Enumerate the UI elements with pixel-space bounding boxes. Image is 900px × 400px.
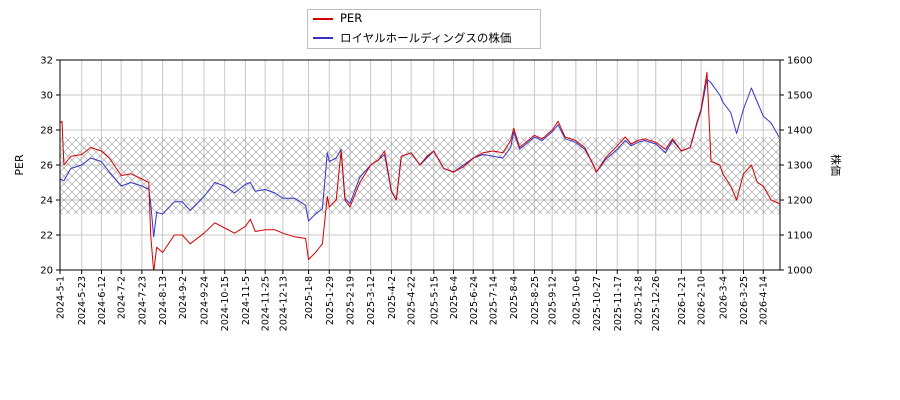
legend: PER ロイヤルホールディングスの株価: [307, 9, 541, 49]
left-tick-label: 30: [40, 91, 53, 102]
x-tick-label: 2026-2-10: [697, 276, 708, 325]
x-tick-label: 2024-9-24: [200, 276, 211, 325]
x-tick-label: 2025-2-19: [345, 276, 356, 325]
x-tick-label: 2024-5-23: [77, 276, 88, 325]
legend-swatch-price: [313, 37, 333, 39]
right-tick-label: 1400: [787, 126, 812, 137]
x-tick-label: 2024-5-1: [56, 276, 67, 319]
left-tick-label: 24: [40, 196, 53, 207]
x-tick-label: 2025-4-2: [387, 276, 398, 319]
x-tick-label: 2025-12-8: [633, 276, 644, 325]
right-tick-label: 1200: [787, 196, 812, 207]
x-tick-label: 2025-3-12: [366, 276, 377, 325]
right-axis: 1000 1100 1200 1300 1400 1500 1600: [780, 56, 812, 277]
left-tick-label: 26: [40, 161, 53, 172]
x-tick-label: 2024-7-23: [137, 276, 148, 325]
x-tick-label: 2026-1-21: [677, 276, 688, 325]
x-tick-label: 2025-12-26: [651, 276, 662, 331]
left-axis: 20 22 24 26 28 30 32: [40, 56, 60, 277]
legend-item-price: ロイヤルホールディングスの株価: [308, 29, 540, 47]
left-tick-label: 28: [40, 126, 53, 137]
legend-label-price: ロイヤルホールディングスの株価: [340, 31, 512, 45]
x-tick-label: 2026-3-25: [739, 276, 750, 325]
x-tick-label: 2025-1-8: [304, 276, 315, 319]
x-tick-label: 2024-11-5: [241, 276, 252, 325]
x-tick-label: 2025-5-15: [429, 276, 440, 325]
x-tick-label: 2025-11-17: [613, 276, 624, 331]
series-layer: [60, 71, 780, 270]
x-tick-label: 2024-6-12: [97, 276, 108, 325]
x-tick-label: 2025-9-12: [548, 276, 559, 325]
x-tick-label: 2024-10-15: [220, 276, 231, 331]
right-tick-label: 1000: [787, 266, 812, 277]
left-tick-label: 20: [40, 266, 53, 277]
x-tick-label: 2025-7-14: [488, 276, 499, 325]
x-tick-label: 2025-6-24: [469, 276, 480, 325]
left-tick-label: 22: [40, 231, 53, 242]
x-tick-label: 2026-3-4: [718, 276, 729, 319]
x-tick-label: 2025-4-22: [407, 276, 418, 325]
x-tick-label: 2024-9-2: [178, 276, 189, 319]
x-tick-label: 2025-8-4: [509, 276, 520, 319]
legend-swatch-per: [313, 18, 333, 20]
x-tick-label: 2024-7-2: [117, 276, 128, 319]
x-axis: 2024-5-1 2024-5-23 2024-6-12 2024-7-2 2024-7…: [56, 270, 770, 331]
x-tick-label: 2024-12-13: [278, 276, 289, 331]
x-tick-label: 2025-10-27: [592, 276, 603, 331]
legend-label-per: PER: [340, 11, 363, 25]
legend-item-per: PER: [308, 10, 540, 28]
per-line: [60, 71, 780, 270]
x-tick-label: 2024-11-25: [261, 276, 272, 331]
y-axis-label-left: PER: [13, 154, 26, 176]
right-tick-label: 1600: [787, 56, 812, 67]
right-tick-label: 1300: [787, 161, 812, 172]
reference-band: [60, 137, 780, 214]
right-tick-label: 1100: [787, 231, 812, 242]
x-tick-label: 2024-8-13: [158, 276, 169, 325]
x-tick-label: 2025-6-4: [449, 276, 460, 319]
y-axis-label-right: 株価: [829, 154, 843, 176]
x-tick-label: 2026-4-14: [759, 276, 770, 325]
x-tick-label: 2025-8-25: [530, 276, 541, 325]
right-tick-label: 1500: [787, 91, 812, 102]
left-tick-label: 32: [40, 56, 53, 67]
x-tick-label: 2025-10-6: [571, 276, 582, 325]
x-tick-label: 2025-1-29: [325, 276, 336, 325]
